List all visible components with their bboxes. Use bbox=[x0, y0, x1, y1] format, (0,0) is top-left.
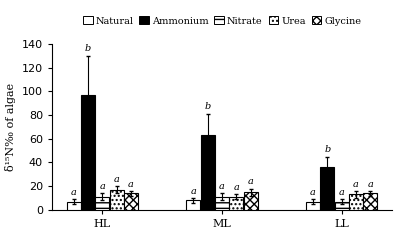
Text: a: a bbox=[339, 188, 345, 197]
Legend: Natural, Ammonium, Nitrate, Urea, Glycine: Natural, Ammonium, Nitrate, Urea, Glycin… bbox=[79, 12, 365, 30]
Text: a: a bbox=[248, 177, 254, 186]
Bar bbox=[306, 202, 320, 210]
Bar bbox=[81, 95, 95, 210]
Text: b: b bbox=[85, 44, 91, 53]
Text: a: a bbox=[114, 175, 120, 184]
Text: b: b bbox=[204, 102, 211, 112]
Bar bbox=[320, 167, 334, 210]
Text: b: b bbox=[324, 145, 330, 154]
Text: a: a bbox=[353, 180, 359, 189]
Text: a: a bbox=[310, 188, 316, 197]
Bar bbox=[244, 192, 258, 210]
Text: a: a bbox=[219, 182, 225, 191]
Bar bbox=[186, 200, 200, 210]
Bar bbox=[66, 202, 80, 210]
Text: a: a bbox=[368, 180, 373, 189]
Bar bbox=[110, 190, 124, 210]
Text: a: a bbox=[71, 188, 76, 197]
Bar bbox=[215, 197, 229, 210]
Text: a: a bbox=[234, 183, 239, 192]
Bar bbox=[335, 202, 349, 210]
Bar bbox=[201, 135, 215, 210]
Bar bbox=[124, 193, 138, 210]
Text: a: a bbox=[128, 180, 134, 189]
Text: a: a bbox=[99, 182, 105, 191]
Bar bbox=[95, 197, 109, 210]
Bar bbox=[364, 193, 378, 210]
Bar bbox=[229, 197, 243, 210]
Bar bbox=[349, 194, 363, 210]
Y-axis label: δ¹⁵N‰ of algae: δ¹⁵N‰ of algae bbox=[5, 83, 16, 171]
Text: a: a bbox=[190, 187, 196, 196]
